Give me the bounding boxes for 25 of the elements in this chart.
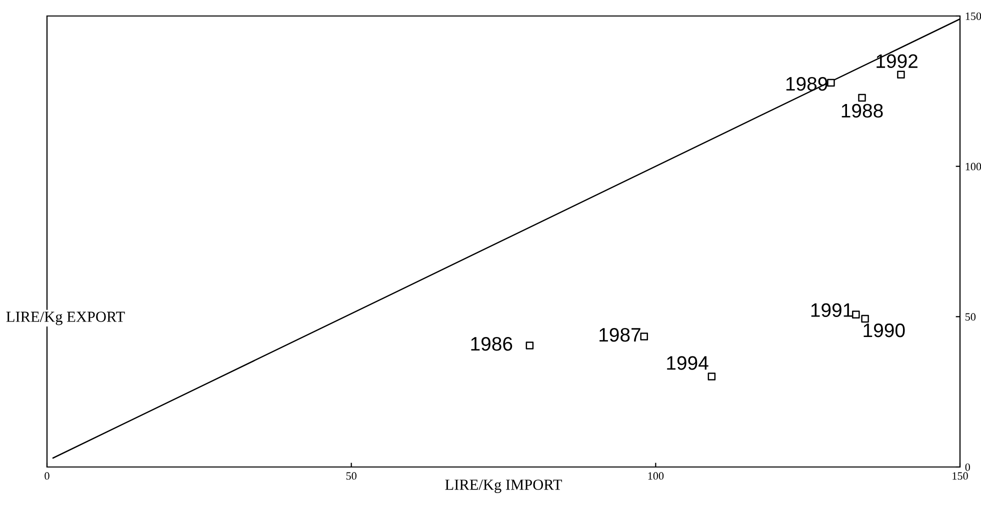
point (861, 314, 869, 323)
annotation: 1987 (600, 328, 640, 342)
point (827, 78, 835, 87)
point (897, 70, 905, 79)
annotation: 1988 (842, 104, 883, 118)
x-tick-label: 0 (44, 472, 50, 480)
x-tick-label: 50 (346, 472, 356, 480)
x-tick-label: 150 (952, 472, 968, 480)
x-axis-title: LIRE/Kg IMPORT (445, 480, 562, 494)
annotation: 1994 (667, 356, 708, 370)
annotation: 1990 (864, 323, 905, 338)
y-tick-label: 0 (965, 463, 970, 471)
point (526, 342, 534, 350)
point (852, 310, 860, 318)
annotation: 1992 (876, 54, 918, 68)
point (858, 94, 866, 102)
annotation: 1991 (811, 303, 852, 318)
y-tick-label: 50 (966, 313, 976, 321)
point (640, 332, 648, 340)
y-tick-label: 150 (966, 12, 981, 20)
annotation: 1986 (471, 336, 512, 351)
point (708, 372, 716, 380)
y-axis-title: LIRE/Kg EXPORT (6, 312, 125, 326)
y-tick-label: 100 (966, 162, 981, 170)
x-tick-label: 100 (648, 472, 664, 480)
